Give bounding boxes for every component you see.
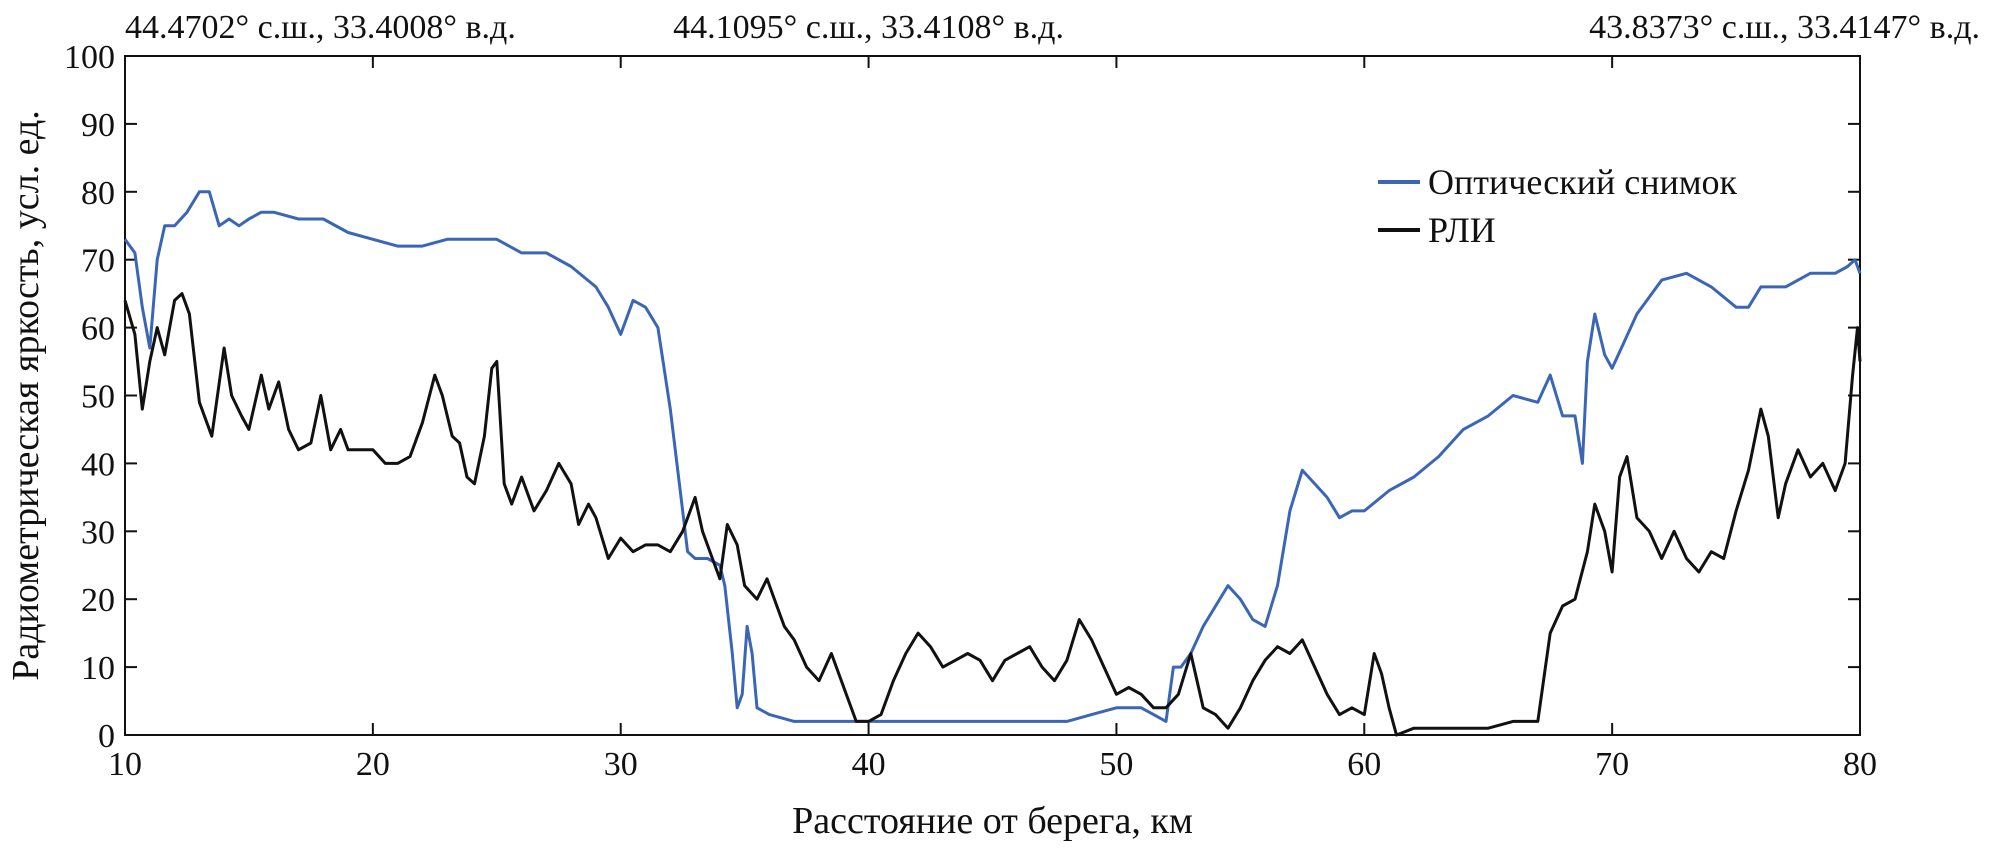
y-tick-label: 40 <box>81 446 115 483</box>
y-tick-label: 10 <box>81 650 115 687</box>
x-axis-label: Расстояние от берега, км <box>792 800 1193 842</box>
y-tick-label: 70 <box>81 243 115 280</box>
top-coordinates: 44.4702° с.ш., 33.4008° в.д. 44.1095° с.ш… <box>125 9 1980 46</box>
y-tick-label: 60 <box>81 311 115 348</box>
coordinate-label: 43.8373° с.ш., 33.4147° в.д. <box>1589 9 1980 46</box>
y-tick-label: 100 <box>64 39 115 76</box>
x-tick-label: 40 <box>852 746 886 783</box>
legend: Оптический снимок РЛИ <box>1378 162 1738 250</box>
plot-border <box>124 55 1861 736</box>
coordinate-label: 44.4702° с.ш., 33.4008° в.д. <box>125 9 516 46</box>
y-axis-label: Радиометрическая яркость, усл. ед. <box>5 110 47 681</box>
x-tick-label: 30 <box>604 746 638 783</box>
series-line-2 <box>123 292 1862 737</box>
y-tick-label: 90 <box>81 107 115 144</box>
coordinate-label: 44.1095° с.ш., 33.4108° в.д. <box>673 9 1064 46</box>
x-axis: 10 20 30 40 50 60 70 80 <box>108 56 1877 783</box>
y-tick-label: 20 <box>81 582 115 619</box>
x-tick-label: 50 <box>1099 746 1133 783</box>
y-tick-label: 0 <box>98 718 115 755</box>
y-tick-label: 80 <box>81 175 115 212</box>
y-tick-label: 50 <box>81 379 115 416</box>
y-axis: 0 10 20 30 40 50 60 70 80 90 100 <box>64 39 1860 755</box>
x-tick-label: 10 <box>108 746 142 783</box>
y-tick-label: 30 <box>81 514 115 551</box>
series-line-1 <box>123 190 1862 723</box>
legend-label: РЛИ <box>1428 210 1496 250</box>
x-tick-label: 80 <box>1843 746 1877 783</box>
x-tick-label: 20 <box>356 746 390 783</box>
series-lines <box>123 190 1862 737</box>
x-tick-label: 70 <box>1595 746 1629 783</box>
legend-label: Оптический снимок <box>1428 162 1738 202</box>
plot-area <box>124 55 1861 736</box>
x-tick-label: 60 <box>1347 746 1381 783</box>
